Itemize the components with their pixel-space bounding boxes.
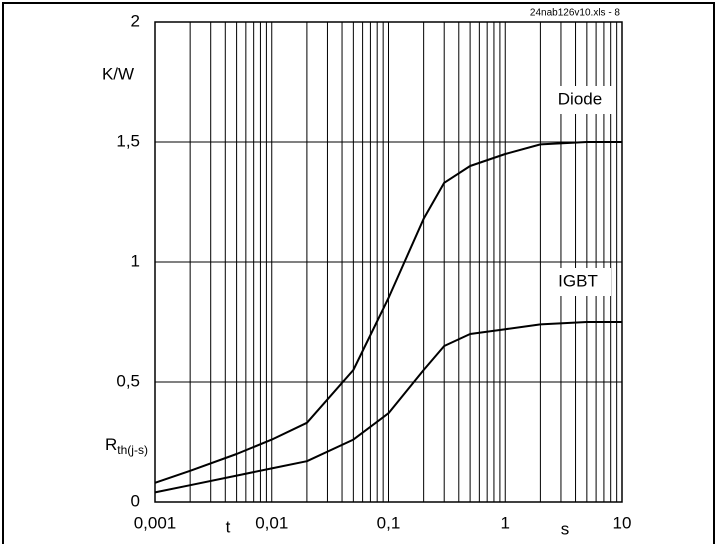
y-tick-label: 0,5 xyxy=(116,371,140,390)
x-tick-label: 1 xyxy=(501,513,510,532)
series-line xyxy=(154,141,622,484)
chart-title: 24nab126v10.xls - 8 xyxy=(530,8,621,19)
series-label-box xyxy=(547,86,613,114)
series-label-box xyxy=(545,268,611,296)
y-tick-label: 1,5 xyxy=(116,131,140,150)
y-tick-label: 2 xyxy=(131,11,140,30)
y-tick-label: 0 xyxy=(131,491,140,510)
x-unit: s xyxy=(561,519,570,538)
y-unit: K/W xyxy=(102,64,134,83)
x-axis-label: t xyxy=(226,517,231,536)
series-label: Diode xyxy=(558,89,602,108)
series-line xyxy=(154,321,622,494)
series-label: IGBT xyxy=(558,271,598,290)
y-axis-label-main: R xyxy=(105,435,117,454)
y-tick-label: 1 xyxy=(131,251,140,270)
y-axis-label-sub: th(j-s) xyxy=(117,443,148,457)
y-axis-label: Rth(j-s) xyxy=(105,435,148,457)
x-tick-label: 0,001 xyxy=(134,513,177,532)
x-tick-label: 0,1 xyxy=(377,513,401,532)
x-tick-label: 10 xyxy=(613,513,632,532)
x-tick-label: 0,01 xyxy=(255,513,288,532)
